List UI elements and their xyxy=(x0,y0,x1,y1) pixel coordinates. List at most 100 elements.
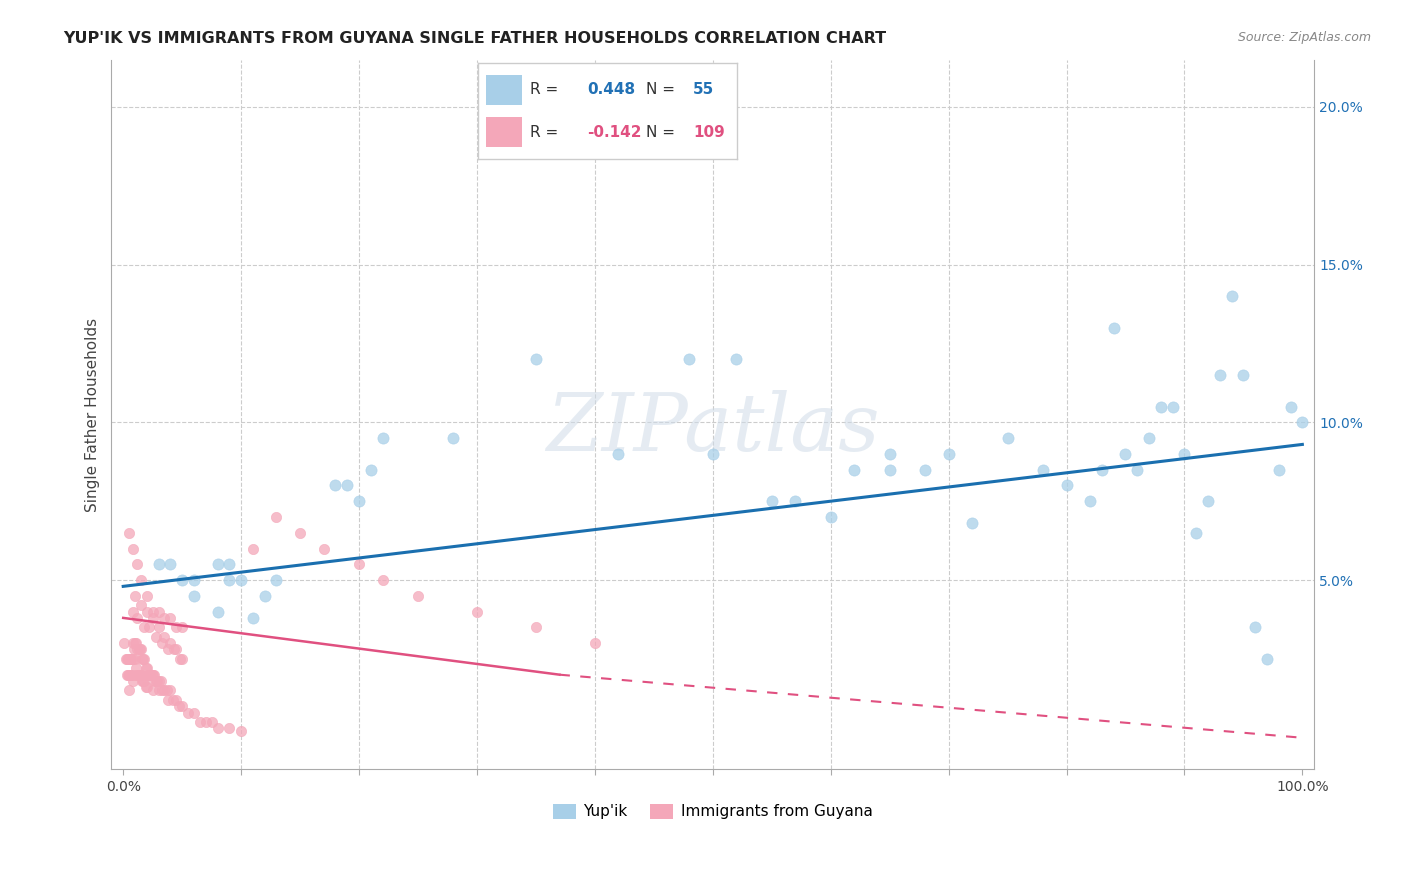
Point xyxy=(120,652,142,666)
Point xyxy=(150,683,173,698)
Point xyxy=(172,652,194,666)
Text: ZIPatlas: ZIPatlas xyxy=(546,390,880,467)
Point xyxy=(139,667,162,681)
Point xyxy=(218,721,240,735)
Point xyxy=(347,494,370,508)
Point xyxy=(465,605,488,619)
Point xyxy=(172,573,194,587)
Point xyxy=(121,673,143,688)
Point xyxy=(167,699,190,714)
Point xyxy=(125,661,148,675)
Point xyxy=(121,605,143,619)
Point xyxy=(148,673,170,688)
Point xyxy=(149,673,172,688)
Point xyxy=(201,714,224,729)
Point xyxy=(1091,463,1114,477)
Point xyxy=(145,673,167,688)
Point xyxy=(725,352,748,367)
Point xyxy=(165,642,187,657)
Point xyxy=(1232,368,1254,382)
Point xyxy=(142,605,165,619)
Point xyxy=(218,573,240,587)
Point xyxy=(266,510,288,524)
Point xyxy=(129,599,152,613)
Point xyxy=(120,667,142,681)
Point xyxy=(121,636,143,650)
Point xyxy=(165,620,187,634)
Point xyxy=(1256,652,1278,666)
Point xyxy=(146,673,169,688)
Point xyxy=(229,573,252,587)
Point xyxy=(938,447,960,461)
Point xyxy=(118,683,141,698)
Point xyxy=(1209,368,1232,382)
Point xyxy=(1161,400,1184,414)
Point xyxy=(960,516,983,531)
Point xyxy=(148,605,170,619)
Point xyxy=(1197,494,1219,508)
Point xyxy=(153,630,176,644)
Point xyxy=(143,673,166,688)
Point xyxy=(127,667,149,681)
Point xyxy=(134,652,156,666)
Point xyxy=(142,611,165,625)
Point xyxy=(194,714,217,729)
Point xyxy=(148,558,170,572)
Point xyxy=(441,431,464,445)
Point xyxy=(135,605,157,619)
Point xyxy=(761,494,783,508)
Legend: Yup'ik, Immigrants from Guyana: Yup'ik, Immigrants from Guyana xyxy=(547,797,879,825)
Point xyxy=(347,558,370,572)
Point xyxy=(583,636,606,650)
Point xyxy=(129,667,152,681)
Point xyxy=(124,636,146,650)
Point xyxy=(120,652,142,666)
Point xyxy=(1032,463,1054,477)
Point xyxy=(142,683,165,698)
Point xyxy=(207,605,229,619)
Point xyxy=(118,525,141,540)
Point xyxy=(1268,463,1291,477)
Point xyxy=(177,706,200,720)
Point xyxy=(785,494,807,508)
Point xyxy=(1102,320,1125,334)
Point xyxy=(135,681,157,695)
Point xyxy=(1173,447,1195,461)
Point xyxy=(118,652,141,666)
Point xyxy=(1137,431,1160,445)
Point xyxy=(150,636,173,650)
Point xyxy=(607,447,630,461)
Point xyxy=(131,652,153,666)
Point xyxy=(131,673,153,688)
Point xyxy=(136,667,159,681)
Point xyxy=(218,558,240,572)
Point xyxy=(142,667,165,681)
Point xyxy=(183,706,205,720)
Point xyxy=(1114,447,1136,461)
Point xyxy=(156,642,179,657)
Point xyxy=(135,661,157,675)
Point xyxy=(138,667,160,681)
Point xyxy=(112,636,135,650)
Point xyxy=(1126,463,1149,477)
Point xyxy=(702,447,724,461)
Point xyxy=(678,352,700,367)
Point xyxy=(142,667,165,681)
Point xyxy=(242,611,264,625)
Point xyxy=(997,431,1019,445)
Point xyxy=(229,724,252,739)
Point xyxy=(820,510,842,524)
Point xyxy=(115,667,138,681)
Point xyxy=(129,642,152,657)
Point xyxy=(114,652,136,666)
Point xyxy=(1078,494,1101,508)
Point xyxy=(121,541,143,556)
Point xyxy=(127,642,149,657)
Point xyxy=(148,683,170,698)
Point xyxy=(122,642,145,657)
Point xyxy=(360,463,382,477)
Point xyxy=(879,447,901,461)
Point xyxy=(914,463,936,477)
Point xyxy=(134,620,156,634)
Point xyxy=(288,525,311,540)
